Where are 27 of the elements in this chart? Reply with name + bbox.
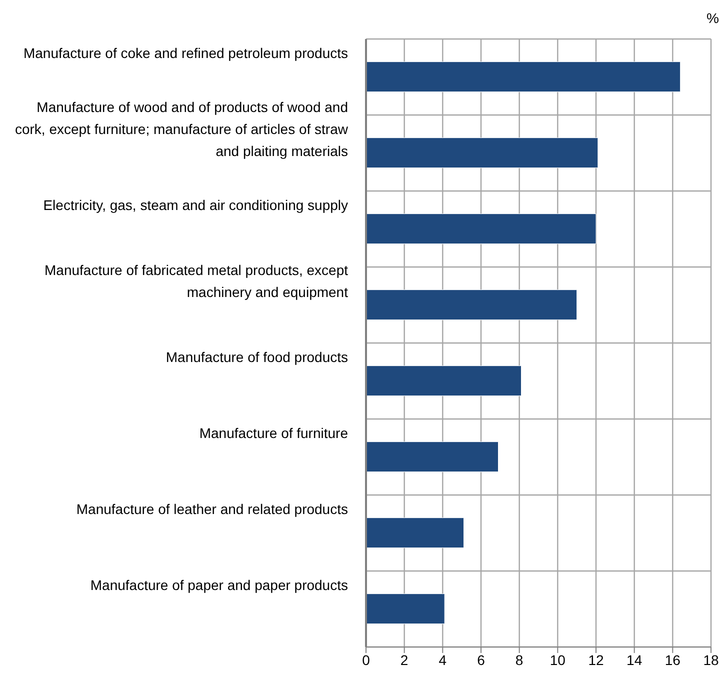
bar: [366, 594, 445, 624]
bar: [366, 442, 498, 472]
bar: [366, 290, 578, 320]
x-tick-label: 12: [588, 652, 604, 668]
y-tick-label: Manufacture of wood and of products of wood and cork, except furniture; manufacture of articles of straw and plaiting materials: [14, 98, 349, 159]
y-tick-label: Electricity, gas, steam and air conditioning supply: [43, 196, 348, 213]
y-tick-label: Manufacture of paper and paper products: [90, 576, 348, 593]
bar: [366, 366, 522, 396]
y-tick-label: Manufacture of coke and refined petroleum products: [23, 44, 348, 61]
x-tick-label: 18: [703, 652, 719, 668]
y-tick-label: Manufacture of furniture: [199, 424, 348, 441]
bar: [366, 214, 596, 244]
bar: [366, 62, 681, 92]
x-tick-label: 14: [626, 652, 642, 668]
y-tick-label: Manufacture of fabricated metal products, except machinery and equipment: [44, 262, 348, 300]
x-tick-label: 8: [515, 652, 524, 668]
bar: [366, 138, 598, 168]
x-tick-label: 2: [400, 652, 408, 668]
x-tick-label: 0: [362, 652, 370, 668]
bar: [366, 518, 464, 548]
x-tick-label: 10: [550, 652, 566, 668]
x-axis-title: %: [706, 10, 719, 26]
x-tick-label: 4: [438, 652, 447, 668]
y-tick-label: Manufacture of leather and related products: [76, 500, 348, 517]
x-tick-label: 16: [664, 652, 681, 668]
x-tick-label: 6: [477, 652, 486, 668]
y-tick-label: Manufacture of food products: [166, 348, 348, 365]
